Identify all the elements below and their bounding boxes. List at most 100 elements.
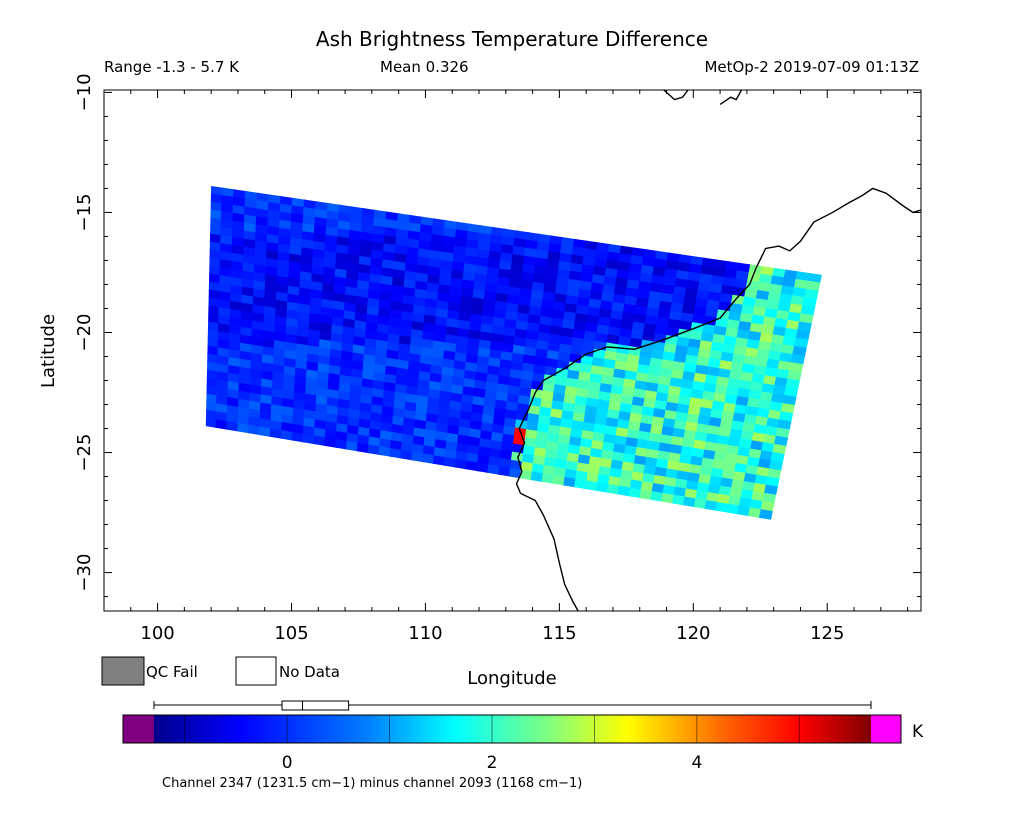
swath-cell — [531, 463, 547, 475]
swath-cell — [741, 363, 758, 375]
swath-cell — [532, 455, 548, 467]
swath-cell — [228, 332, 243, 345]
swath-cell — [308, 329, 323, 341]
swath-cell — [334, 276, 349, 288]
swath-cell — [526, 322, 542, 334]
swath-cell — [558, 343, 574, 355]
swath-cell — [470, 305, 486, 317]
swath-cell — [707, 425, 723, 437]
swath-cell — [425, 290, 441, 302]
swath-cell — [205, 361, 220, 373]
swath-cell — [483, 290, 499, 303]
swath-cell — [208, 225, 224, 237]
swath-cell — [690, 255, 706, 267]
swath-cell — [309, 297, 325, 309]
swath-cell — [205, 377, 220, 389]
swath-cell — [787, 370, 803, 382]
swath-cell — [490, 333, 506, 345]
swath-cell — [652, 341, 668, 353]
swath-cell — [663, 409, 679, 422]
swath-cell — [386, 341, 402, 353]
swath-cell — [800, 305, 817, 317]
y-tick-label: −10 — [74, 73, 95, 111]
swath-cell — [294, 383, 308, 395]
swath-cell — [422, 330, 437, 342]
swath-cell — [321, 298, 336, 310]
colorbar-tick-label: 0 — [282, 753, 293, 773]
swath-cell — [568, 270, 584, 282]
swath-cell — [313, 232, 328, 244]
swath-cell — [670, 369, 687, 381]
swath-cell — [634, 380, 650, 392]
swath-cell — [713, 258, 730, 271]
swath-cell — [394, 383, 409, 395]
swath-cell — [653, 258, 670, 270]
swath-cell — [525, 239, 541, 251]
swath-cell — [658, 300, 675, 312]
swath-cell — [321, 290, 337, 302]
swath-cell — [563, 476, 578, 489]
swath-cell — [411, 443, 426, 455]
swath-cell — [584, 240, 601, 252]
swath-cell — [360, 386, 375, 398]
swath-cell — [278, 219, 294, 231]
swath-cell — [594, 340, 610, 352]
swath-cell — [630, 404, 646, 416]
swath-cell — [482, 299, 498, 311]
swath-cell — [207, 273, 222, 285]
swath-cell — [758, 273, 775, 286]
swath-cell — [654, 250, 671, 262]
swath-cell — [780, 344, 797, 356]
swath-cell — [543, 283, 559, 295]
swath-cell — [251, 320, 266, 332]
swath-cell — [662, 484, 678, 497]
swath-cell — [315, 403, 330, 415]
swath-cell — [220, 219, 235, 231]
swath-cell — [304, 393, 319, 405]
swath-cell — [422, 445, 437, 457]
swath-cell — [416, 395, 431, 407]
swath-cell — [514, 328, 530, 340]
swath-cell — [331, 324, 346, 336]
swath-cell — [537, 233, 554, 245]
swath-cell — [295, 351, 310, 363]
swath-cell — [286, 309, 301, 321]
swath-cell — [420, 216, 436, 228]
swath-cell — [753, 423, 769, 436]
swath-cell — [271, 380, 286, 392]
swath-cell — [656, 383, 672, 395]
swath-cell — [232, 220, 247, 232]
swath-cell — [710, 275, 727, 287]
swath-cell — [744, 288, 760, 300]
swath-cell — [405, 385, 421, 397]
swath-cell — [577, 454, 593, 466]
swath-cell — [313, 224, 329, 236]
swath-cell — [522, 354, 538, 366]
swath-cell — [778, 411, 795, 423]
swath-cell — [490, 431, 506, 444]
swath-cell — [240, 334, 254, 346]
swath-cell — [546, 432, 562, 444]
swath-cell — [341, 334, 357, 346]
swath-cell — [665, 401, 681, 413]
swath-cell — [303, 207, 318, 219]
swath-cell — [253, 288, 268, 300]
swath-cell — [631, 471, 646, 483]
swath-cell — [506, 294, 522, 306]
swath-cell — [662, 417, 678, 430]
swath-cell — [683, 362, 699, 375]
swath-cell — [239, 358, 254, 370]
swath-cell — [300, 255, 315, 267]
x-tick-label: 105 — [274, 623, 308, 644]
swath-cell — [293, 399, 307, 411]
swath-cell — [550, 317, 566, 329]
swath-cell — [660, 359, 677, 371]
swath-cell — [333, 292, 348, 304]
swath-cell — [250, 360, 265, 372]
swath-cell — [631, 246, 648, 259]
swath-cell — [681, 304, 698, 316]
swath-cell — [620, 469, 635, 481]
swath-cell — [774, 318, 790, 330]
swath-cell — [545, 358, 561, 370]
